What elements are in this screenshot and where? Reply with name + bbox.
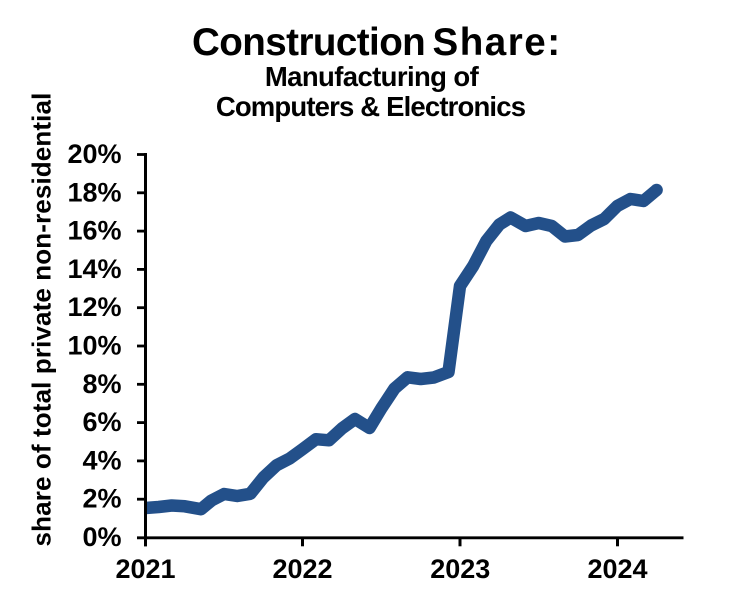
- svg-text:8%: 8%: [82, 369, 121, 399]
- svg-text:0%: 0%: [82, 522, 121, 552]
- svg-text:Computers & Electronics: Computers & Electronics: [216, 91, 526, 122]
- svg-text:20%: 20%: [67, 139, 121, 169]
- svg-text:2024: 2024: [587, 554, 647, 584]
- svg-text:2021: 2021: [115, 554, 175, 584]
- svg-text:16%: 16%: [67, 216, 121, 246]
- svg-text:2022: 2022: [272, 554, 332, 584]
- svg-text:Manufacturing of: Manufacturing of: [265, 61, 480, 92]
- svg-text:10%: 10%: [67, 331, 121, 361]
- svg-text:share of total private non-res: share of total private non-residential: [27, 93, 57, 547]
- svg-text:6%: 6%: [82, 407, 121, 437]
- svg-text:2023: 2023: [430, 554, 490, 584]
- svg-text:12%: 12%: [67, 292, 121, 322]
- svg-text:18%: 18%: [67, 177, 121, 207]
- svg-text:2%: 2%: [82, 484, 121, 514]
- svg-text:14%: 14%: [67, 254, 121, 284]
- svg-text:4%: 4%: [82, 445, 121, 475]
